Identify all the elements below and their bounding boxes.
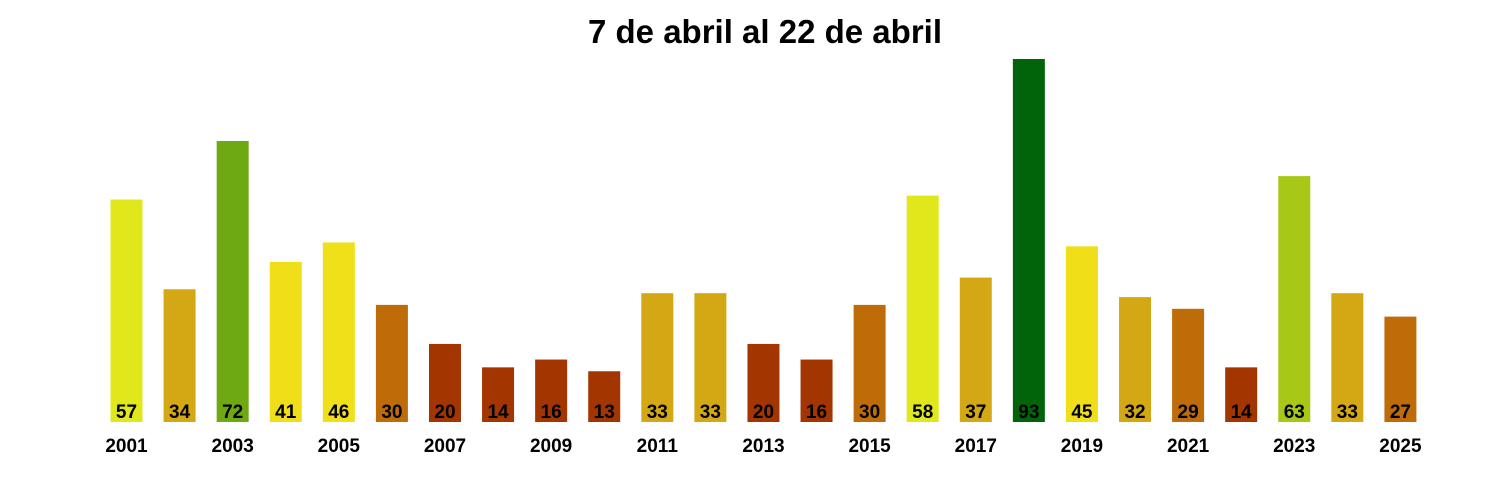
value-label-2012: 33 <box>700 402 721 423</box>
bar-2015 <box>853 304 886 422</box>
x-tick-label-2025: 2025 <box>1379 436 1422 457</box>
value-label-2001: 57 <box>116 402 137 423</box>
value-label-2005: 46 <box>328 402 349 423</box>
bar-2007 <box>428 343 461 422</box>
bar-2002 <box>163 289 196 422</box>
x-tick-label-2017: 2017 <box>955 436 997 457</box>
value-label-2018: 93 <box>1018 402 1039 423</box>
x-tick-label-2007: 2007 <box>424 436 466 457</box>
value-label-2004: 41 <box>275 402 297 423</box>
x-tick-label-2013: 2013 <box>742 436 784 457</box>
value-label-2017: 37 <box>965 402 986 423</box>
value-label-2024: 33 <box>1337 402 1358 423</box>
value-label-2022: 14 <box>1231 402 1253 423</box>
bar-2022 <box>1225 367 1258 422</box>
bar-2001 <box>110 199 143 422</box>
x-tick-label-2003: 2003 <box>212 436 254 457</box>
bar-2016 <box>906 195 939 422</box>
bar-2020 <box>1119 297 1152 422</box>
value-label-2007: 20 <box>434 402 455 423</box>
bar-2025 <box>1384 316 1417 422</box>
x-tick-label-2021: 2021 <box>1167 436 1210 457</box>
value-label-2014: 16 <box>806 402 827 423</box>
bar-2009 <box>535 359 568 422</box>
x-tick-label-2023: 2023 <box>1273 436 1315 457</box>
x-tick-label-2019: 2019 <box>1061 436 1103 457</box>
x-tick-label-2015: 2015 <box>848 436 891 457</box>
x-tick-label-2001: 2001 <box>105 436 148 457</box>
bar-2003 <box>216 140 249 422</box>
bar-2004 <box>269 261 302 422</box>
value-label-2021: 29 <box>1178 402 1199 423</box>
value-label-2008: 14 <box>487 402 509 423</box>
value-label-2015: 30 <box>859 402 880 423</box>
bar-2012 <box>694 293 727 422</box>
value-label-2010: 13 <box>594 402 615 423</box>
value-label-2009: 16 <box>541 402 562 423</box>
bar-2006 <box>375 304 408 422</box>
value-label-2003: 72 <box>222 402 243 423</box>
value-label-2025: 27 <box>1390 402 1411 423</box>
bar-2019 <box>1065 246 1098 422</box>
value-label-2020: 32 <box>1124 402 1145 423</box>
bar-2024 <box>1331 293 1364 422</box>
value-label-2016: 58 <box>912 402 933 423</box>
bar-2014 <box>800 359 833 422</box>
x-tick-label-2009: 2009 <box>530 436 572 457</box>
value-label-2013: 20 <box>753 402 774 423</box>
bar-2023 <box>1278 176 1311 422</box>
value-label-2023: 63 <box>1284 402 1305 423</box>
bar-2005 <box>322 242 355 422</box>
value-label-2002: 34 <box>169 402 191 423</box>
bar-2011 <box>641 293 674 422</box>
bar-2008 <box>482 367 515 422</box>
bar-2010 <box>588 371 621 422</box>
value-label-2006: 30 <box>381 402 402 423</box>
value-label-2011: 33 <box>647 402 668 423</box>
bar-2018 <box>1012 59 1045 422</box>
value-label-2019: 45 <box>1071 402 1093 423</box>
bar-2017 <box>959 277 992 422</box>
x-tick-label-2005: 2005 <box>318 436 361 457</box>
x-tick-label-2011: 2011 <box>637 436 679 457</box>
bar-2021 <box>1172 308 1205 422</box>
chart-title: 7 de abril al 22 de abril <box>588 13 942 50</box>
bar-2013 <box>747 343 780 422</box>
